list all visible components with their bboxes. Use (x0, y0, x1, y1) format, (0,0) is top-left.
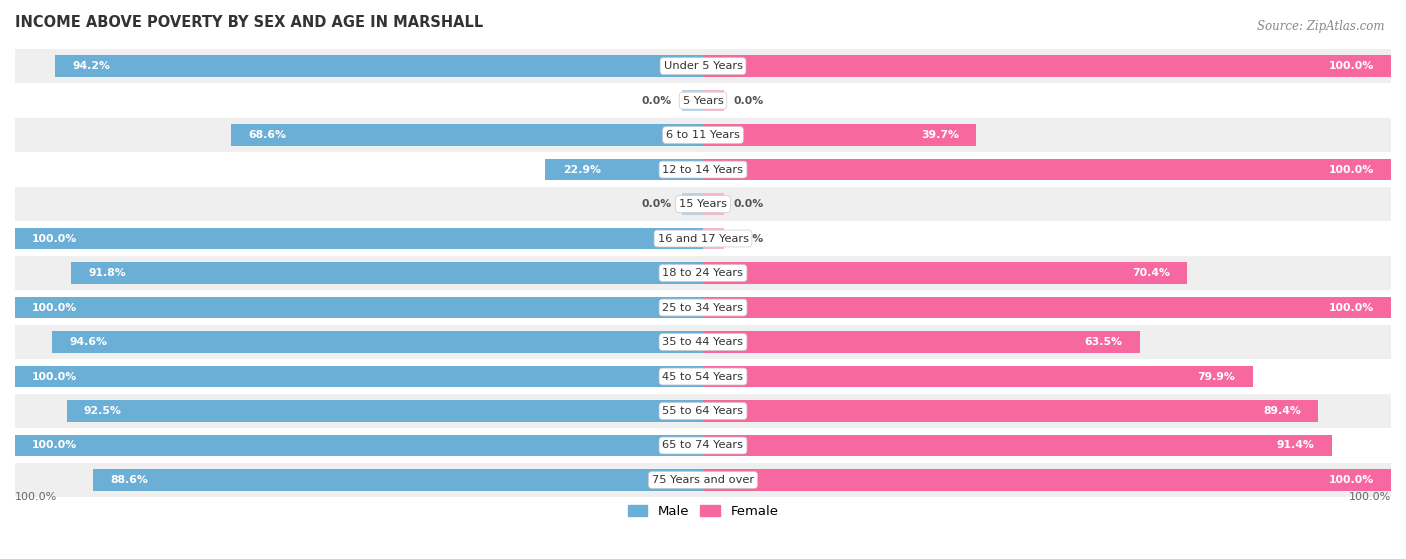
Text: 100.0%: 100.0% (32, 234, 77, 244)
Text: 79.9%: 79.9% (1198, 372, 1236, 381)
Bar (15, 49, 1391, 83)
Bar (72, 262, 703, 284)
Text: 18 to 24 Years: 18 to 24 Years (662, 268, 744, 278)
Bar (55, 55, 703, 77)
Bar (66, 400, 703, 421)
Bar (703, 55, 1391, 77)
Bar (703, 159, 1391, 180)
Bar (15, 359, 1391, 394)
Bar (703, 400, 1317, 421)
Bar (703, 470, 1391, 491)
Text: 0.0%: 0.0% (641, 96, 672, 106)
Text: 94.6%: 94.6% (69, 337, 107, 347)
Text: 100.0%: 100.0% (1329, 302, 1374, 312)
Text: 25 to 34 Years: 25 to 34 Years (662, 302, 744, 312)
Bar (703, 331, 1140, 353)
Text: 39.7%: 39.7% (921, 130, 959, 140)
Text: 70.4%: 70.4% (1132, 268, 1170, 278)
Bar (703, 193, 724, 215)
Bar (546, 159, 703, 180)
Bar (93, 470, 703, 491)
Text: 55 to 64 Years: 55 to 64 Years (662, 406, 744, 416)
Text: 100.0%: 100.0% (1329, 164, 1374, 174)
Text: 100.0%: 100.0% (1329, 475, 1374, 485)
Bar (15, 256, 1391, 290)
Text: 92.5%: 92.5% (84, 406, 122, 416)
Bar (15, 435, 703, 456)
Bar (703, 297, 1391, 318)
Legend: Male, Female: Male, Female (623, 499, 783, 523)
Bar (682, 90, 703, 111)
Bar (682, 193, 703, 215)
Text: 0.0%: 0.0% (734, 234, 765, 244)
Text: 94.2%: 94.2% (72, 61, 110, 71)
Bar (703, 366, 1253, 387)
Bar (15, 221, 1391, 256)
Bar (231, 125, 703, 146)
Text: 22.9%: 22.9% (562, 164, 600, 174)
Text: Source: ZipAtlas.com: Source: ZipAtlas.com (1257, 20, 1385, 32)
Text: 6 to 11 Years: 6 to 11 Years (666, 130, 740, 140)
Text: 5 Years: 5 Years (683, 96, 723, 106)
Text: 63.5%: 63.5% (1084, 337, 1122, 347)
Text: 16 and 17 Years: 16 and 17 Years (658, 234, 748, 244)
Text: 0.0%: 0.0% (734, 96, 765, 106)
Text: 12 to 14 Years: 12 to 14 Years (662, 164, 744, 174)
Bar (703, 90, 724, 111)
Text: 89.4%: 89.4% (1263, 406, 1301, 416)
Bar (703, 435, 1331, 456)
Bar (15, 428, 1391, 463)
Text: 35 to 44 Years: 35 to 44 Years (662, 337, 744, 347)
Bar (52, 331, 703, 353)
Text: 0.0%: 0.0% (641, 199, 672, 209)
Bar (15, 325, 1391, 359)
Text: 75 Years and over: 75 Years and over (652, 475, 754, 485)
Text: 88.6%: 88.6% (111, 475, 149, 485)
Text: 91.4%: 91.4% (1277, 440, 1315, 451)
Bar (15, 366, 703, 387)
Text: 100.0%: 100.0% (1329, 61, 1374, 71)
Bar (15, 290, 1391, 325)
Text: INCOME ABOVE POVERTY BY SEX AND AGE IN MARSHALL: INCOME ABOVE POVERTY BY SEX AND AGE IN M… (15, 15, 484, 30)
Text: 68.6%: 68.6% (249, 130, 287, 140)
Bar (15, 228, 703, 249)
Text: 100.0%: 100.0% (32, 302, 77, 312)
Text: 100.0%: 100.0% (15, 492, 58, 502)
Bar (15, 187, 1391, 221)
Text: 15 Years: 15 Years (679, 199, 727, 209)
Text: 45 to 54 Years: 45 to 54 Years (662, 372, 744, 381)
Bar (15, 463, 1391, 498)
Text: 100.0%: 100.0% (32, 440, 77, 451)
Text: 0.0%: 0.0% (734, 199, 765, 209)
Bar (703, 228, 724, 249)
Text: 91.8%: 91.8% (89, 268, 127, 278)
Bar (15, 297, 703, 318)
Text: 100.0%: 100.0% (32, 372, 77, 381)
Bar (15, 152, 1391, 187)
Text: 65 to 74 Years: 65 to 74 Years (662, 440, 744, 451)
Text: Under 5 Years: Under 5 Years (664, 61, 742, 71)
Bar (15, 118, 1391, 152)
Text: 100.0%: 100.0% (1348, 492, 1391, 502)
Bar (703, 262, 1187, 284)
Bar (15, 394, 1391, 428)
Bar (703, 125, 976, 146)
Bar (15, 83, 1391, 118)
